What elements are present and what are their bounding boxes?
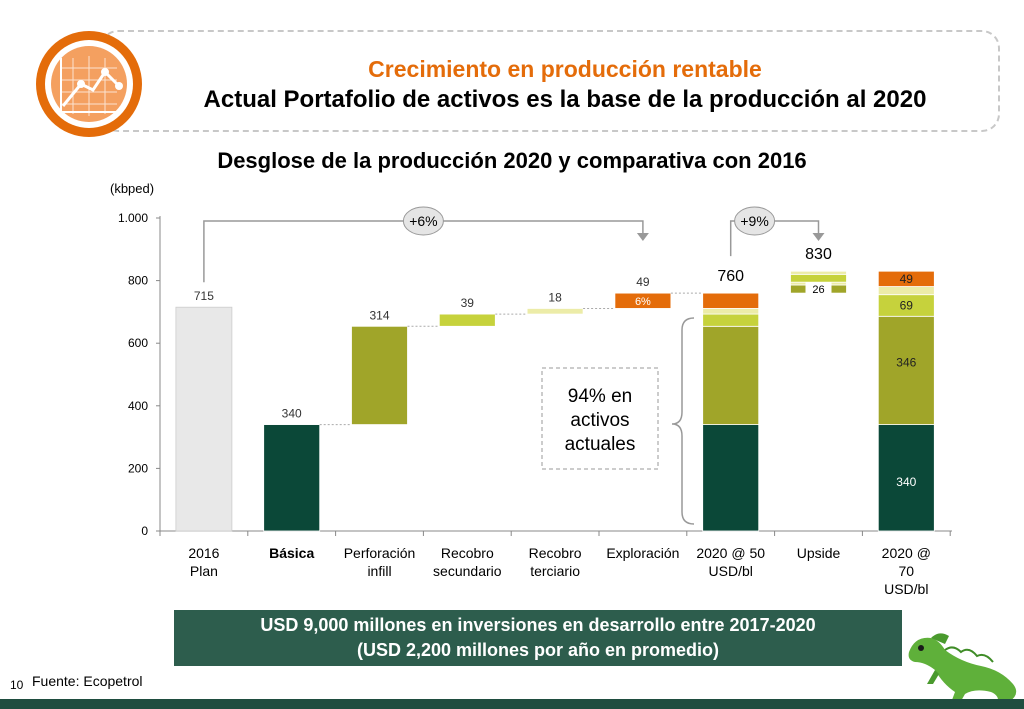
bar-segment [702,424,760,532]
bar-segment [438,313,496,327]
x-category-label: Upside [797,545,841,561]
annotation-text: 94% en [568,386,632,407]
brace-bracket [671,317,695,525]
bar-segment [351,325,408,425]
bar-value-label: 314 [369,308,389,322]
x-category-label: 2020 @70 USD/bl [882,545,931,597]
bar-segment [790,273,847,283]
banner-line-2: (USD 2,200 millones por año en promedio) [356,640,720,660]
bar-segment [263,424,321,532]
bar-segment [702,313,760,327]
x-category-label: Recobro terciario [529,545,582,579]
page-number: 10 [10,678,24,692]
bar-segment [877,270,935,287]
comparison-bubble [734,206,776,236]
footer-bar [0,699,1024,709]
y-tick-label: 600 [128,336,148,350]
source-note: Fuente: Ecopetrol [32,673,143,689]
x-category-label: Exploración [606,545,679,561]
y-tick-label: 1.000 [118,211,148,225]
banner-line-1: USD 9,000 millones en inversiones en des… [260,615,816,635]
y-tick-label: 400 [128,399,148,413]
investment-banner: USD 9,000 millones en inversiones en des… [174,610,902,666]
bar-value-label: 715 [194,289,214,303]
chart-title: Desglose de la producción 2020 y compara… [217,148,807,173]
bar-segment [526,308,584,315]
bar-segment [175,306,233,532]
bar-value-label: 18 [548,290,562,304]
segment-value-label: 49 [900,272,914,286]
y-tick-label: 200 [128,461,148,475]
page-title: Crecimiento en producción rentable [368,56,762,82]
bar-segment [702,308,760,315]
x-category-label: Perforación infill [344,545,416,579]
bar-segment [614,292,672,309]
comparison-bubble [402,206,444,236]
annotation-text: activos [570,410,629,431]
bar-value-label: 39 [461,296,475,310]
bar-value-label: 49 [636,275,650,289]
y-tick-label: 800 [128,274,148,288]
x-category-label: 2020 @ 50 USD/bl [696,545,765,579]
x-category-label: Básica [269,545,314,561]
bar-segment [702,292,760,309]
segment-value-label: 346 [896,355,916,369]
bar-total-label: 830 [805,246,832,263]
arrow-down-icon [812,233,825,241]
inner-label-bg [805,282,832,297]
page-subtitle: Actual Portafolio de activos es la base … [203,86,927,113]
comparison-label: +6% [409,213,437,229]
bar-segment [702,325,760,425]
segment-value-label: 340 [896,475,916,489]
x-category-label: Recobro secundario [433,545,502,579]
bar-total-label: 760 [717,268,744,285]
comparison-label: +9% [740,213,768,229]
y-axis-label: (kbped) [110,181,154,196]
annotation-text: actuales [565,434,636,455]
bar-inner-label: 26 [812,284,824,296]
segment-value-label: 69 [900,298,914,312]
arrow-down-icon [636,233,649,241]
bar-value-label: 340 [282,407,302,421]
logo-chart-icon [36,31,142,137]
bar-segment [877,315,935,425]
bar-segment [790,270,847,275]
bar-segment [877,286,935,296]
y-tick-label: 0 [141,524,148,538]
iguana-icon [908,633,1017,708]
x-category-label: 2016 Plan [188,545,219,579]
bar-inner-label: 6% [635,296,651,308]
annotation-box [541,367,659,470]
